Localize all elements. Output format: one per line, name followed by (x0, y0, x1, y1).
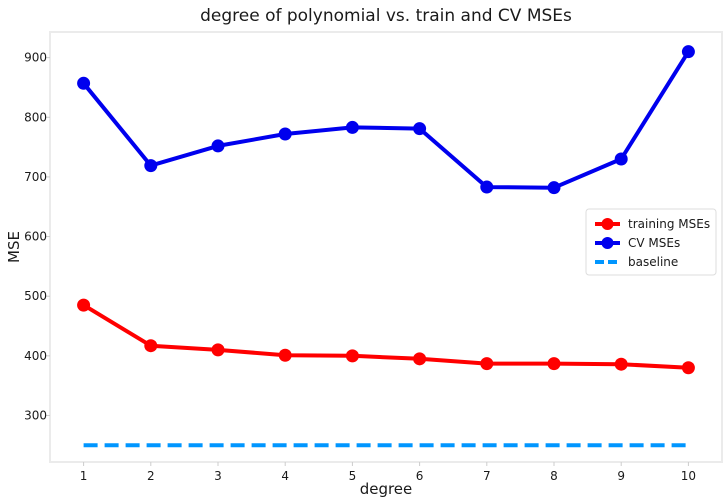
legend-label-training-mses: training MSEs (628, 217, 710, 231)
y-axis-label: MSE (5, 231, 23, 263)
training-mses-point (144, 339, 158, 353)
x-tick-label: 5 (349, 469, 357, 483)
y-tick-label: 700 (24, 170, 47, 184)
x-tick-label: 1 (80, 469, 88, 483)
x-tick-label: 9 (617, 469, 625, 483)
legend: training MSEs CV MSEs baseline (585, 208, 717, 276)
cv-mses-point (77, 76, 91, 90)
training-mses-point (278, 348, 292, 362)
x-tick-label: 2 (147, 469, 155, 483)
cv-mses-point (681, 45, 695, 59)
x-tick-label: 4 (281, 469, 289, 483)
y-tick-label: 500 (24, 289, 47, 303)
y-tick-label: 400 (24, 349, 47, 363)
cv-mses-point (480, 180, 494, 194)
y-tick-label: 800 (24, 110, 47, 124)
cv-mses-point (413, 122, 427, 136)
x-axis-ticks: 1 2 3 4 5 6 7 8 9 10 (80, 462, 696, 483)
cv-mses-point (211, 139, 225, 153)
legend-marker-cv-mses (601, 237, 614, 249)
x-tick-label: 3 (214, 469, 222, 483)
legend-label-baseline: baseline (628, 255, 678, 269)
training-mses-point (681, 361, 695, 375)
training-mses-point (413, 352, 427, 366)
cv-mses-point (614, 152, 628, 166)
cv-mses-point (278, 127, 292, 141)
cv-mses-line (82, 50, 691, 190)
legend-label-cv-mses: CV MSEs (628, 236, 680, 250)
x-axis-label: degree (360, 480, 413, 498)
y-tick-label: 300 (24, 408, 47, 422)
x-tick-label: 10 (681, 469, 696, 483)
cv-mses-point (144, 159, 158, 173)
y-tick-label: 900 (24, 51, 47, 65)
cv-mses-point (345, 120, 359, 134)
chart-title: degree of polynomial vs. train and CV MS… (200, 6, 572, 26)
x-tick-label: 8 (550, 469, 558, 483)
training-mses-point (480, 357, 494, 371)
training-mses-point (77, 298, 91, 312)
legend-marker-training-mses (601, 218, 614, 230)
x-tick-label: 6 (416, 469, 424, 483)
series-layer (77, 45, 695, 448)
y-axis-ticks: 300 400 500 600 700 800 900 (24, 51, 50, 422)
y-tick-label: 600 (24, 230, 47, 244)
training-mses-point (547, 357, 561, 371)
training-mses-point (614, 357, 628, 371)
training-mses-point (345, 349, 359, 363)
training-mses-line (82, 303, 689, 370)
x-tick-label: 7 (483, 469, 491, 483)
training-mses-point (211, 343, 225, 357)
cv-mses-point (547, 181, 561, 195)
